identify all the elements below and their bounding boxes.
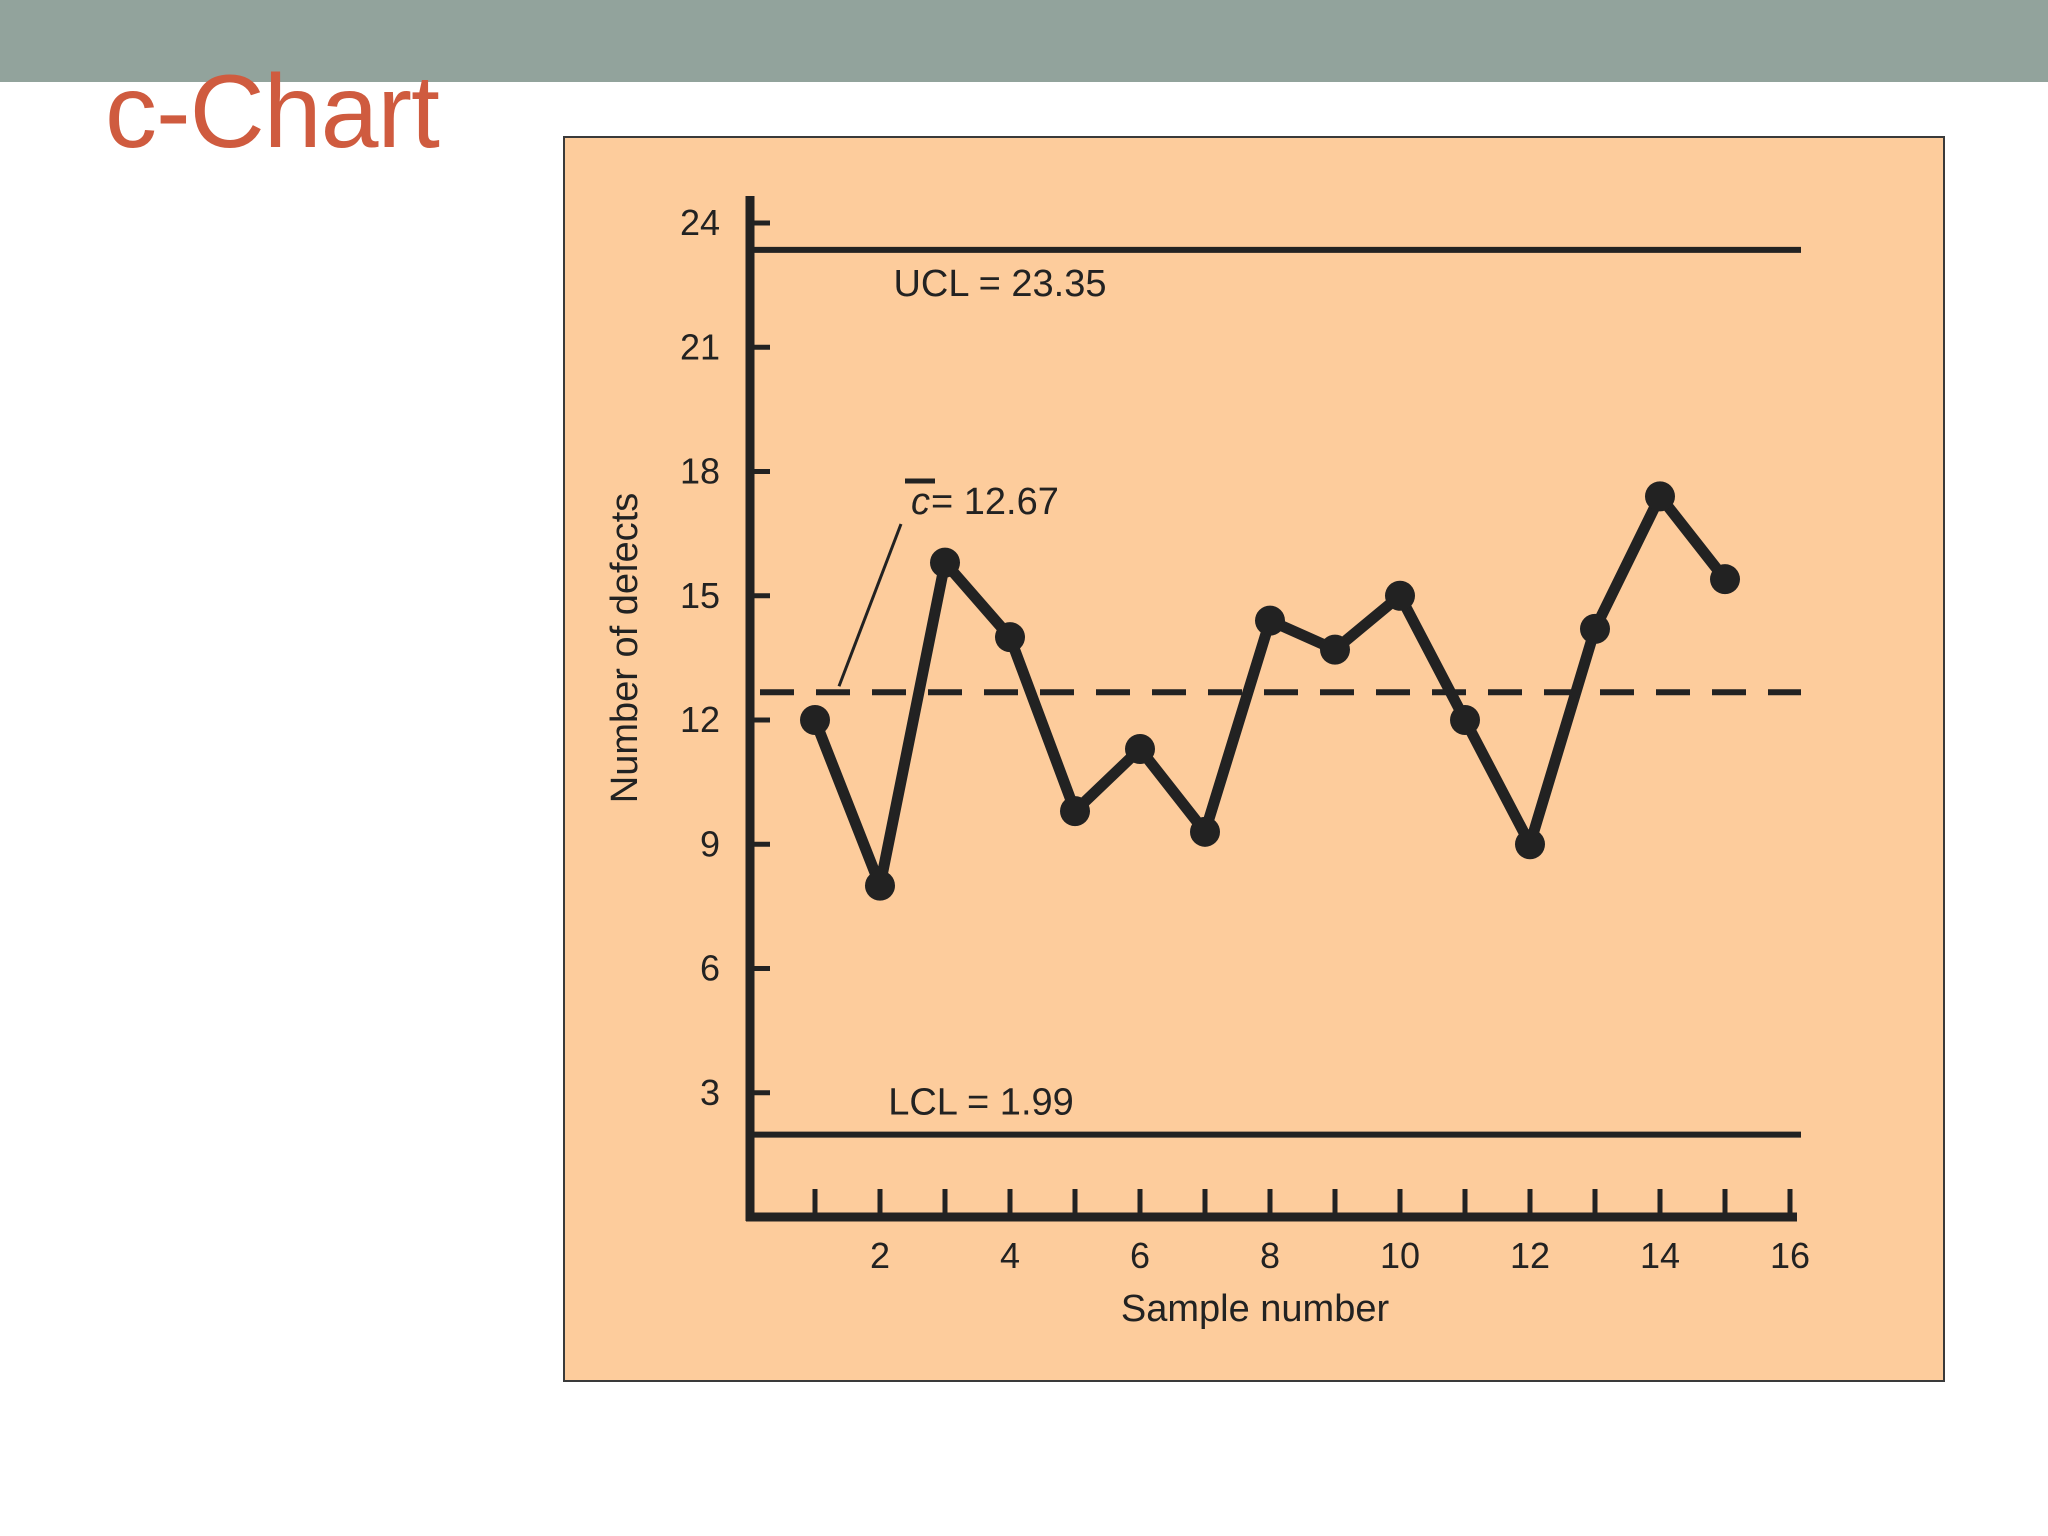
center-line-label-symbol: c — [911, 481, 930, 523]
y-tick-label: 3 — [700, 1072, 720, 1113]
x-axis-title: Sample number — [1121, 1288, 1390, 1330]
x-tick-label: 16 — [1770, 1235, 1810, 1276]
x-tick-label: 10 — [1380, 1235, 1420, 1276]
x-tick-label: 12 — [1510, 1235, 1550, 1276]
center-line-leader — [837, 523, 903, 687]
data-point — [1710, 564, 1740, 595]
data-point — [1385, 580, 1415, 611]
data-point — [995, 622, 1025, 653]
data-point — [1515, 829, 1545, 860]
y-tick-label: 12 — [680, 699, 720, 740]
y-tick-label: 15 — [680, 575, 720, 616]
x-tick-label: 6 — [1130, 1235, 1150, 1276]
center-line-label: = 12.67 — [931, 481, 1059, 523]
data-point — [1450, 705, 1480, 735]
ucl-label: UCL = 23.35 — [893, 263, 1106, 305]
data-point — [930, 547, 960, 578]
x-tick-label: 8 — [1260, 1235, 1280, 1276]
data-point — [1190, 816, 1220, 847]
y-tick-label: 9 — [700, 823, 720, 864]
x-tick-label: 4 — [1000, 1235, 1020, 1276]
lcl-label: LCL = 1.99 — [888, 1082, 1074, 1124]
y-tick-label: 6 — [700, 948, 720, 989]
data-point — [1125, 733, 1155, 764]
data-point — [1645, 481, 1675, 512]
data-point — [1060, 796, 1090, 827]
chart-panel: 3 6 9 12 15 18 21 24 2 4 6 8 10 12 14 16 Sample number Nu… — [563, 136, 1945, 1382]
y-tick-label: 24 — [680, 202, 720, 243]
data-point — [1255, 605, 1285, 636]
x-tick-label: 14 — [1640, 1235, 1680, 1276]
data-point — [1580, 613, 1610, 644]
y-tick-label: 18 — [680, 451, 720, 492]
data-point — [1320, 634, 1350, 665]
header-bar — [0, 0, 2048, 82]
data-point — [865, 870, 895, 901]
slide-title: c-Chart — [105, 54, 440, 170]
y-axis-title: Number of defects — [604, 493, 646, 803]
y-tick-label: 21 — [680, 326, 720, 367]
data-point — [800, 705, 830, 735]
x-tick-label: 2 — [870, 1235, 890, 1276]
